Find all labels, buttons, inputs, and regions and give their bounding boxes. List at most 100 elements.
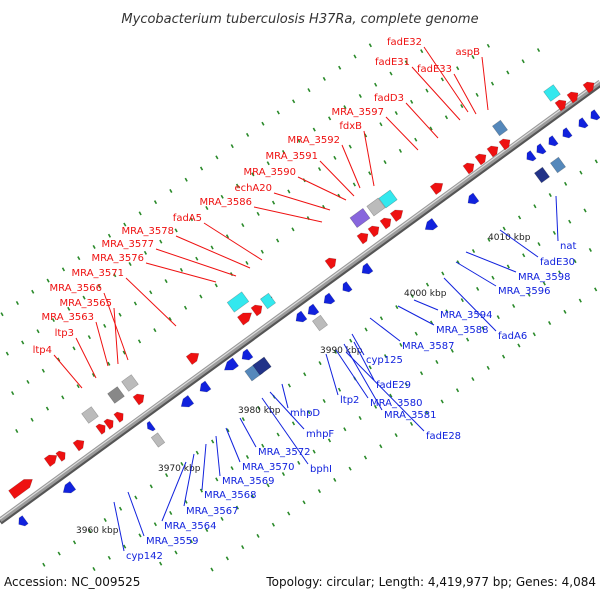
tick-dot <box>123 222 127 227</box>
gene-forward <box>462 162 475 175</box>
tick-dot <box>337 387 342 392</box>
tick-dot <box>46 278 50 283</box>
tick-dot <box>343 427 347 432</box>
tick-dot <box>241 545 245 550</box>
tick-dot <box>287 383 291 388</box>
gene-reverse <box>18 515 29 527</box>
leader-line <box>335 349 369 399</box>
tick-dot <box>338 65 342 70</box>
leader-line <box>481 56 489 111</box>
leader-line <box>103 292 129 361</box>
gene-label-reverse: MRA_3569 <box>222 476 274 487</box>
tick-dot <box>256 533 260 538</box>
tick-dot <box>257 405 261 410</box>
tick-dot <box>552 230 556 235</box>
tick-dot <box>573 259 577 264</box>
tick-dot <box>445 309 449 314</box>
tick-dot <box>465 337 470 342</box>
tick-dot <box>460 298 464 303</box>
tick-dot <box>159 239 163 244</box>
backbone <box>0 79 600 525</box>
tick-dot <box>91 372 96 377</box>
leader-line <box>555 195 559 242</box>
tick-dot <box>195 450 199 455</box>
gene-label-forward: MRA_3591 <box>266 151 318 162</box>
tick-dot <box>21 340 25 345</box>
gene-label-forward: MRA_3592 <box>288 135 340 146</box>
tick-dot <box>26 379 30 384</box>
gene-reverse <box>548 135 559 147</box>
map-title: Mycobacterium tuberculosis H37Ra, comple… <box>121 12 478 27</box>
tick-label: 3990 kbp <box>320 346 363 356</box>
tick-dot <box>414 137 418 142</box>
tick-dot <box>103 323 107 328</box>
tick-dot <box>583 208 587 213</box>
leader-line <box>297 176 347 201</box>
tick-dot <box>358 416 362 421</box>
tick-dot <box>276 432 280 437</box>
tick-dot <box>307 410 311 415</box>
tick-dot <box>368 365 372 370</box>
tick-dot <box>450 348 454 353</box>
tick-dot <box>527 292 531 297</box>
tick-dot <box>15 429 19 433</box>
tick-dot <box>476 286 480 291</box>
leader-line <box>53 354 83 389</box>
gene-block <box>121 374 139 392</box>
leader-line <box>343 343 383 411</box>
gene-reverse <box>578 117 589 129</box>
tick-dot <box>168 316 172 321</box>
tick-dot <box>92 567 96 572</box>
gene-forward <box>498 138 511 151</box>
gene-forward <box>185 352 200 365</box>
tick-dot <box>471 377 475 382</box>
tick-dot <box>429 126 433 131</box>
gene-reverse <box>62 481 77 494</box>
gene-forward <box>566 91 579 104</box>
gene-reverse <box>590 109 600 121</box>
tick-dot <box>164 279 168 284</box>
tick-dot <box>205 528 209 533</box>
tick-dot <box>343 105 347 110</box>
tick-dot <box>189 539 193 544</box>
gene-label-reverse: MRA_3564 <box>164 521 216 532</box>
leader-line <box>261 397 309 465</box>
gene-label-forward: ltp3 <box>55 328 74 339</box>
tick-dot <box>281 150 286 154</box>
tick-dot <box>455 388 460 393</box>
tick-dot <box>266 483 270 488</box>
tick-dot <box>245 260 249 265</box>
gene-forward <box>429 182 444 195</box>
tick-dot <box>475 92 479 97</box>
leader-line <box>113 501 125 552</box>
tick-dot <box>165 473 169 478</box>
backbone-line <box>0 79 600 523</box>
tick-dot <box>225 234 230 239</box>
tick-dot <box>394 433 398 438</box>
gene-forward <box>486 145 499 158</box>
tick-dot <box>153 328 157 333</box>
gene-label-reverse: fadE29 <box>376 380 411 391</box>
tick-dot <box>42 562 46 567</box>
tick-label: 3980 kbp <box>238 406 281 416</box>
gene-reverse <box>199 380 212 393</box>
tick-dot <box>107 361 111 366</box>
tick-dot <box>327 438 332 443</box>
tick-dot <box>379 122 383 127</box>
tick-dot <box>77 256 81 261</box>
tick-dot <box>349 338 353 343</box>
tick-dot <box>558 270 562 275</box>
tick-dot <box>501 354 506 359</box>
tick-dot <box>333 155 337 160</box>
leader-line <box>385 116 419 151</box>
gene-forward <box>389 209 404 222</box>
leader-line <box>225 427 241 463</box>
gene-block <box>534 166 550 184</box>
tick-dot <box>588 247 592 252</box>
tick-dot <box>103 517 107 522</box>
leader-line <box>183 453 195 507</box>
gene-label-forward: aspB <box>455 47 480 58</box>
tick-dot <box>409 421 414 426</box>
gene-label-reverse: MRA_3570 <box>242 462 294 473</box>
